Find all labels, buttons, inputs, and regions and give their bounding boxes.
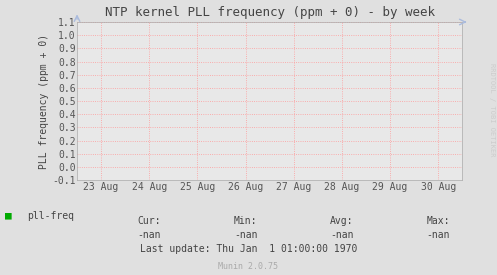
Text: Last update: Thu Jan  1 01:00:00 1970: Last update: Thu Jan 1 01:00:00 1970: [140, 244, 357, 254]
Text: -nan: -nan: [234, 230, 257, 240]
Title: NTP kernel PLL frequency (ppm + 0) - by week: NTP kernel PLL frequency (ppm + 0) - by …: [105, 6, 434, 20]
Text: pll-freq: pll-freq: [27, 211, 75, 221]
Y-axis label: PLL frequency (ppm + 0): PLL frequency (ppm + 0): [39, 34, 49, 169]
Text: -nan: -nan: [330, 230, 353, 240]
Text: Munin 2.0.75: Munin 2.0.75: [219, 262, 278, 271]
Text: Avg:: Avg:: [330, 216, 353, 226]
Text: -nan: -nan: [426, 230, 450, 240]
Text: ■: ■: [5, 211, 12, 221]
Text: Cur:: Cur:: [138, 216, 161, 226]
Text: RRDTOOL / TOBI OETIKER: RRDTOOL / TOBI OETIKER: [489, 63, 495, 157]
Text: Min:: Min:: [234, 216, 257, 226]
Text: Max:: Max:: [426, 216, 450, 226]
Text: -nan: -nan: [138, 230, 161, 240]
